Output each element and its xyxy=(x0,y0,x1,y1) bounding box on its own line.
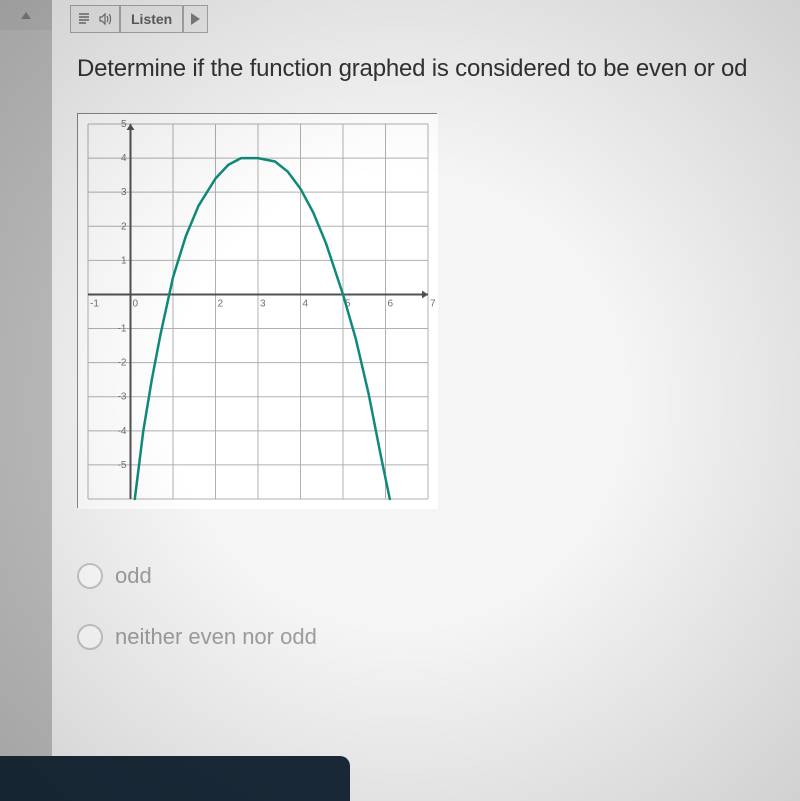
svg-text:4: 4 xyxy=(121,153,127,164)
listen-label: Listen xyxy=(131,11,172,27)
answer-option-neither[interactable]: neither even nor odd xyxy=(77,624,800,650)
play-icon xyxy=(191,13,200,25)
svg-text:2: 2 xyxy=(121,221,127,232)
svg-text:0: 0 xyxy=(133,298,139,309)
answer-label: neither even nor odd xyxy=(115,624,317,650)
question-text: Determine if the function graphed is con… xyxy=(77,55,800,83)
answer-option-odd[interactable]: odd xyxy=(77,563,800,589)
list-audio-button[interactable] xyxy=(70,5,120,33)
svg-text:-5: -5 xyxy=(118,460,127,471)
list-icon xyxy=(78,12,92,26)
svg-text:1: 1 xyxy=(121,255,127,266)
function-graph: -10234567-5-4-3-2-112345 xyxy=(77,113,437,508)
svg-text:-1: -1 xyxy=(118,324,127,335)
play-button[interactable] xyxy=(183,5,208,33)
radio-icon xyxy=(77,624,103,650)
listen-button[interactable]: Listen xyxy=(120,5,183,33)
svg-text:6: 6 xyxy=(388,298,394,309)
answer-list: odd neither even nor odd xyxy=(77,563,800,650)
svg-text:3: 3 xyxy=(121,187,127,198)
svg-text:3: 3 xyxy=(260,298,266,309)
speaker-icon xyxy=(98,12,112,26)
chart-svg: -10234567-5-4-3-2-112345 xyxy=(78,114,438,509)
svg-text:-2: -2 xyxy=(118,358,127,369)
triangle-up-icon xyxy=(21,12,31,19)
question-content: Determine if the function graphed is con… xyxy=(77,55,800,685)
svg-text:-1: -1 xyxy=(90,298,99,309)
svg-text:5: 5 xyxy=(121,119,127,130)
toolbar: Listen xyxy=(70,5,208,33)
svg-text:2: 2 xyxy=(218,298,224,309)
radio-icon xyxy=(77,563,103,589)
answer-label: odd xyxy=(115,563,152,589)
bottom-bar xyxy=(0,756,350,801)
collapse-button[interactable] xyxy=(0,0,52,30)
svg-text:-4: -4 xyxy=(118,426,127,437)
svg-text:-3: -3 xyxy=(118,392,127,403)
sidebar xyxy=(0,0,52,801)
svg-text:4: 4 xyxy=(303,298,309,309)
svg-text:7: 7 xyxy=(430,298,436,309)
